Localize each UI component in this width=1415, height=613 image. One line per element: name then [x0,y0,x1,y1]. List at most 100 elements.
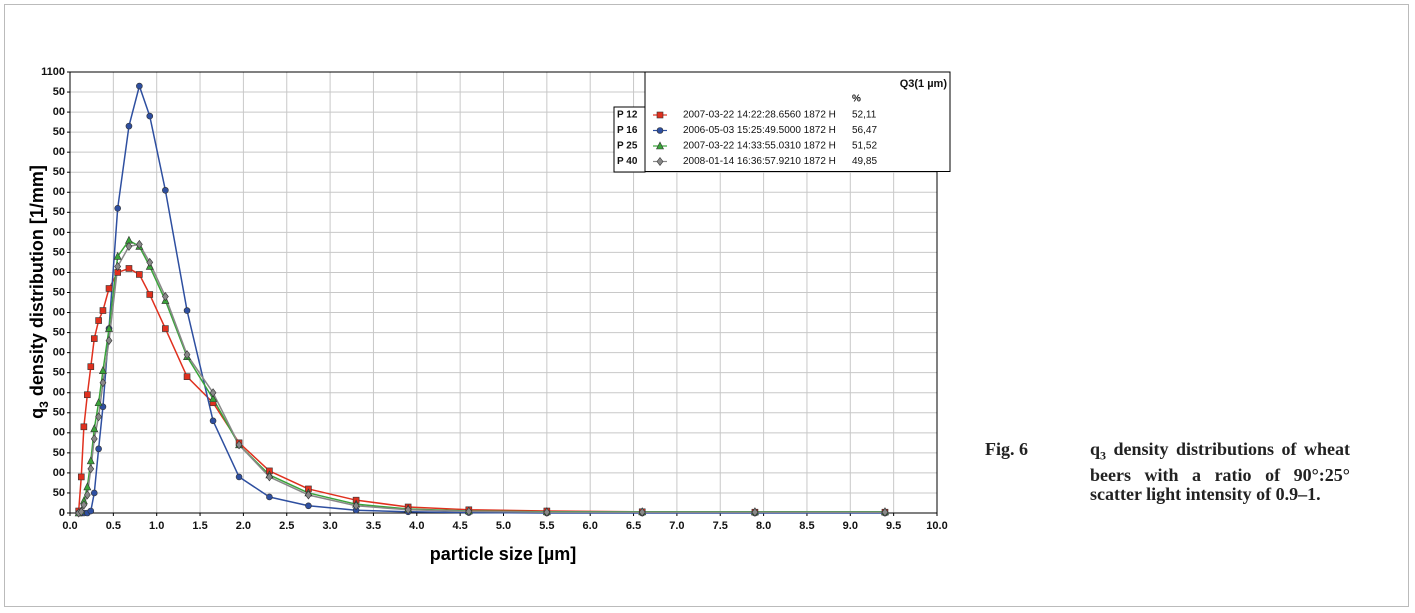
marker [266,472,273,482]
y-tick-label: 50 [53,447,65,459]
marker [84,391,91,399]
legend-tag: P 12 [617,110,638,121]
marker [99,307,107,314]
marker [146,112,154,120]
y-tick-label: 50 [53,407,65,419]
y-title-sub: 3 [37,401,51,408]
y-tick-label: 0 [59,507,65,519]
y-tick-label: 50 [53,246,65,258]
x-tick-label: 7.0 [669,520,684,532]
legend-tag: P 25 [617,141,638,152]
marker [83,490,91,500]
marker [95,412,102,422]
chart: particle size [µm] q3 density distributi… [27,66,951,564]
x-tick-label: 1.0 [149,520,164,532]
marker [235,440,243,450]
x-tick-label: 5.0 [496,520,511,532]
marker [162,186,169,194]
legend-q3: 56,47 [852,125,877,136]
y-tick-label: 1100 [41,66,65,78]
y-tick-label: 50 [53,206,65,218]
marker [465,506,473,516]
marker [209,394,218,403]
legend-tag: P 40 [617,156,638,167]
y-tick-label: 50 [53,126,65,138]
marker [543,507,551,517]
legend-q3: 52,11 [852,110,877,121]
marker [105,336,113,346]
marker [881,507,889,517]
legend-label: 2008-01-14 16:36:57.9210 1872 H [683,156,836,167]
marker [162,325,169,332]
marker [136,82,143,90]
y-tick-label: 50 [53,166,65,178]
legend-tag: P 16 [617,125,638,136]
marker [105,323,114,332]
y-tick-label: 50 [53,326,65,338]
caption-sub: 3 [1100,448,1107,463]
marker [77,507,85,517]
legend-label: 2006-05-03 15:25:49.5000 1872 H [683,125,836,136]
x-tick-label: 4.5 [453,520,468,532]
legend-box [644,71,951,172]
marker [83,482,92,491]
marker [80,423,88,431]
legend-marker [656,141,664,150]
x-tick-label: 3.0 [322,520,337,532]
marker [90,424,99,433]
y-tick-label: 00 [53,146,65,158]
marker [113,251,122,260]
marker [161,292,169,302]
y-tick-label: 00 [53,226,65,238]
x-tick-label: 8.5 [799,520,814,532]
marker [209,388,217,398]
marker [95,317,102,324]
marker [125,265,133,272]
x-tick-label: 7.5 [713,520,728,532]
y-tick-label: 00 [53,467,65,479]
legend-marker [656,157,664,166]
marker [183,373,191,380]
x-tick-label: 6.5 [626,520,641,532]
caption: Fig. 6 q3 density distributions of wheat… [985,440,1395,504]
x-tick-label: 5.5 [539,520,554,532]
y-tick-label: 00 [53,347,65,359]
y-tick-label: 50 [53,367,65,379]
x-tick-label: 9.0 [843,520,858,532]
marker [114,205,121,212]
y-axis-title: q3 density distribution [1/mm] [27,165,51,419]
x-tick-label: 0.0 [62,520,77,532]
marker [87,507,95,515]
caption-text: q3 density distributions of wheat beers … [1090,440,1350,504]
x-tick-label: 8.0 [756,520,771,532]
marker [305,502,312,510]
marker [90,335,98,342]
legend-unit: % [852,94,861,105]
marker [135,239,143,249]
marker [80,500,88,510]
series-line [77,267,885,513]
marker [235,473,243,481]
marker [146,257,154,267]
marker [266,493,273,501]
y-tick-label: 00 [53,387,65,399]
y-title-q: q [27,408,47,419]
marker [99,378,107,388]
legend-marker [656,127,664,134]
caption-label: Fig. 6 [985,439,1028,459]
marker [125,241,133,251]
marker [146,291,154,298]
marker [183,350,191,360]
marker [94,398,103,407]
y-tick-label: 00 [53,266,65,278]
marker [751,507,759,517]
legend-header: Q3(1 µm) [900,78,948,90]
y-tick-label: 50 [53,86,65,98]
y-tick-label: 00 [53,427,65,439]
y-tick-label: 00 [53,306,65,318]
legend-tag-box [613,106,646,173]
marker [305,490,312,500]
x-tick-label: 0.5 [106,520,121,532]
marker [90,434,98,444]
marker [114,261,122,271]
